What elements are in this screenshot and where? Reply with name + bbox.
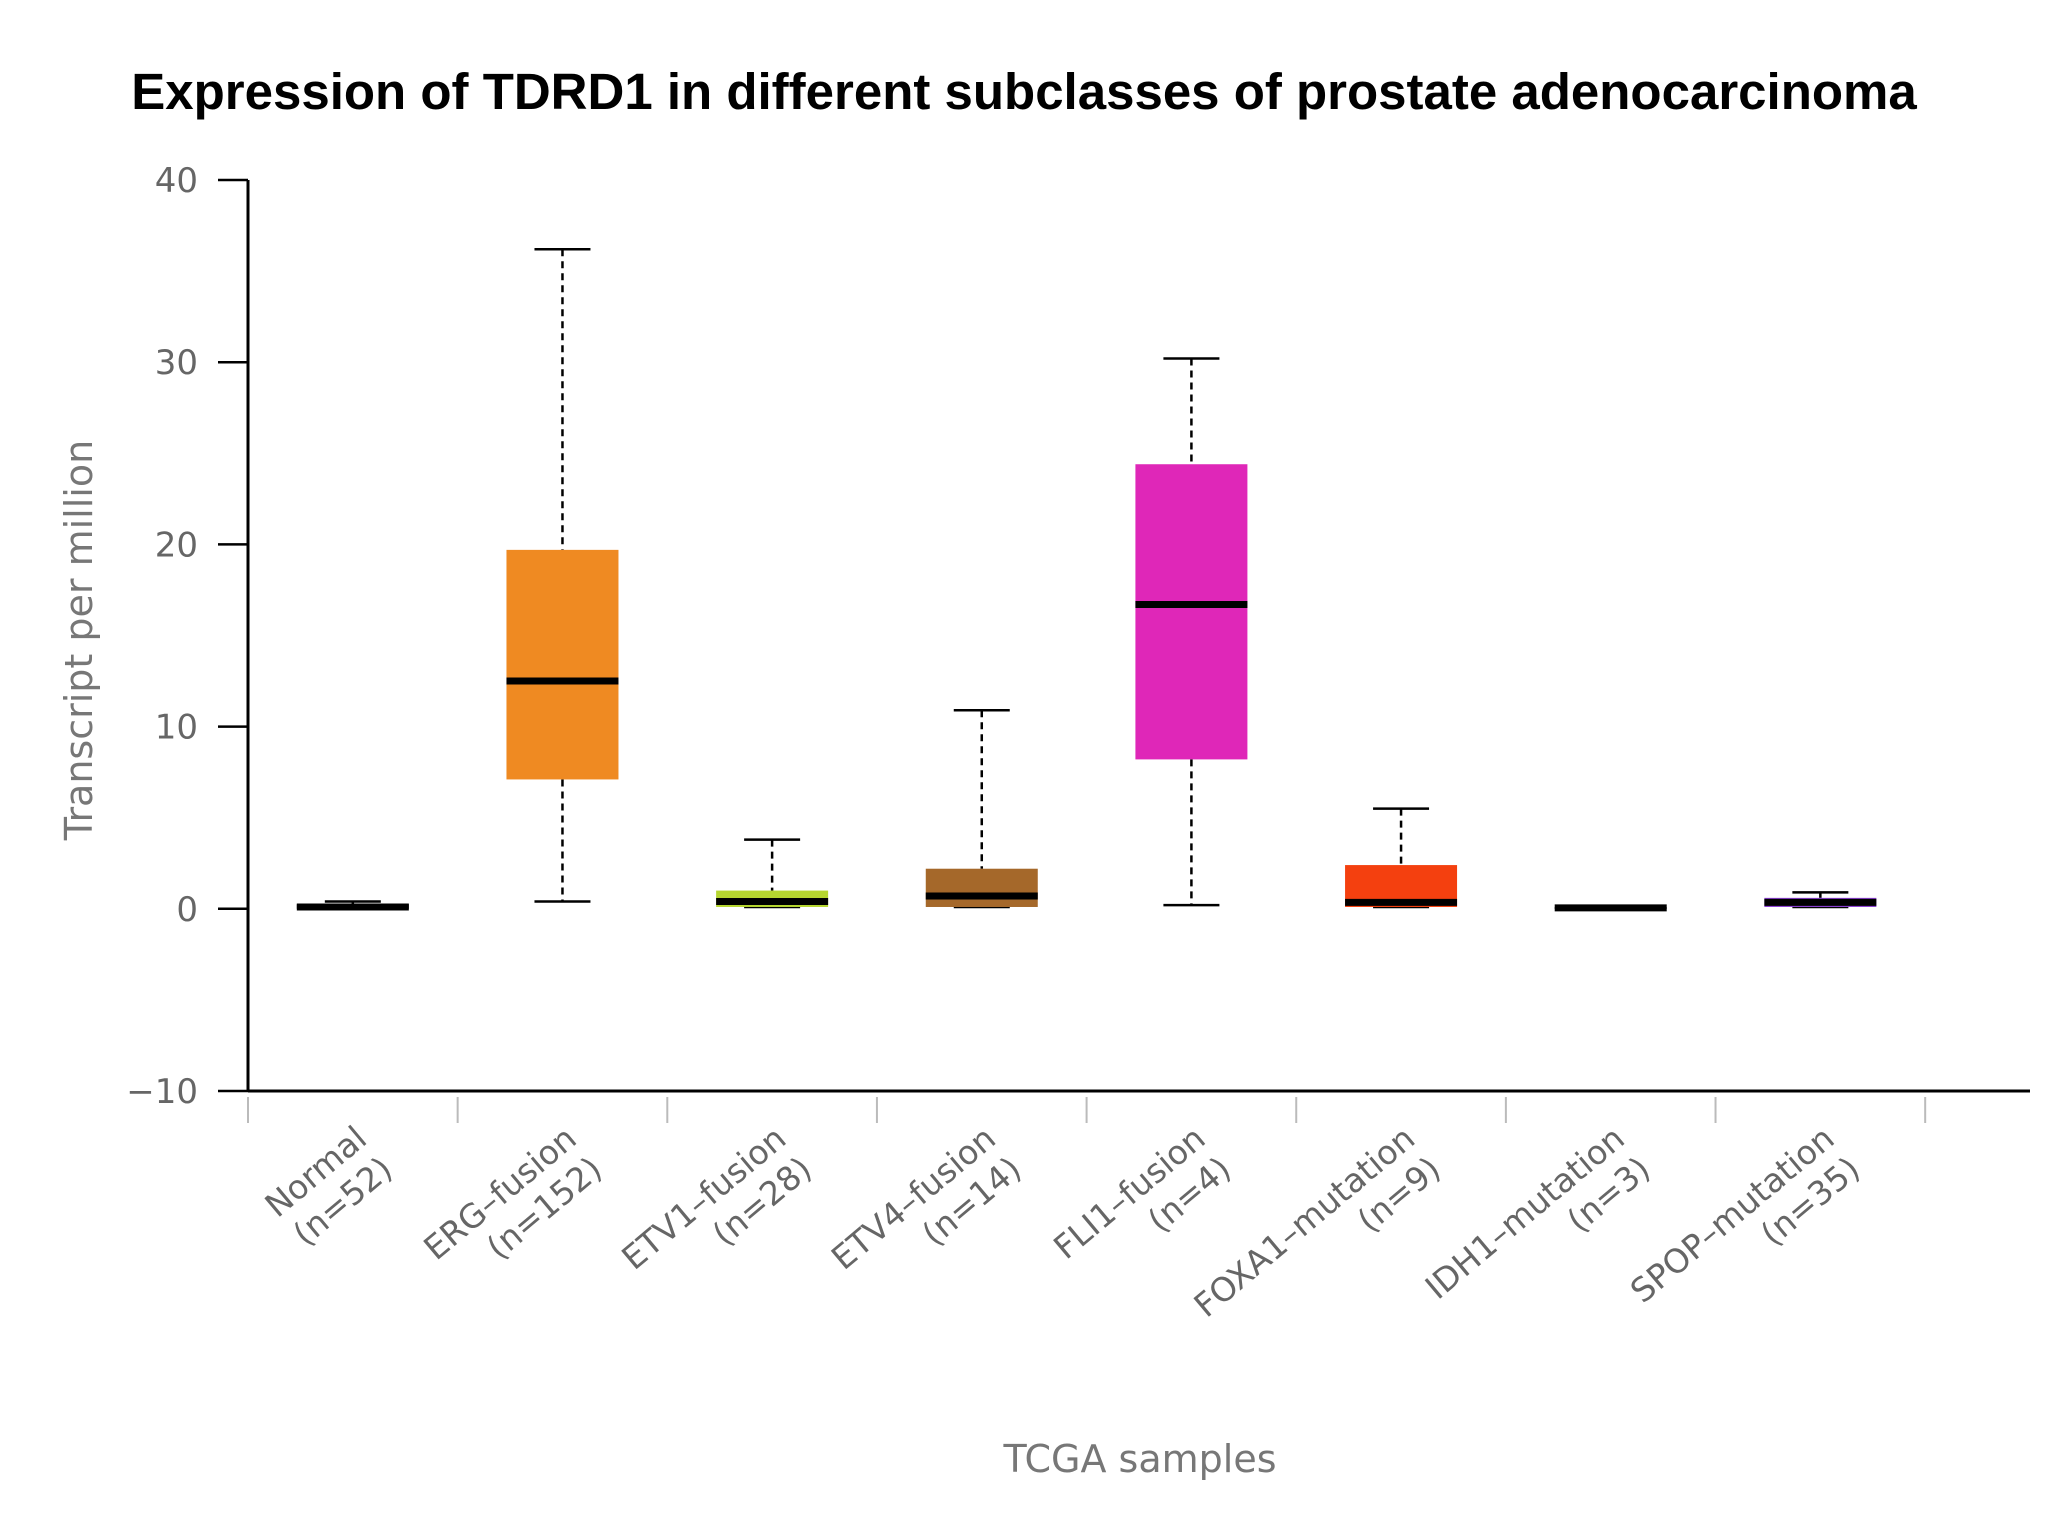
y-tick-label: 20: [155, 525, 198, 565]
box-2: [716, 838, 829, 909]
y-tick-label: 10: [155, 708, 198, 748]
category-label: FLI1–fusion(n=4): [1046, 1118, 1238, 1297]
box-body: [506, 549, 619, 780]
box-3: [925, 708, 1038, 909]
x-axis-title: TCGA samples: [1003, 1437, 1277, 1481]
y-axis-title: Transcript per million: [57, 440, 101, 841]
box-body: [1135, 464, 1248, 760]
box-5: [1345, 807, 1458, 909]
axes: −10 0 10 20 30 40: [126, 161, 2030, 1123]
category-label: ERG–fusion(n=152): [416, 1118, 609, 1298]
category-label: IDH1–mutation(n=3): [1418, 1118, 1658, 1337]
boxes: [296, 247, 1877, 912]
box-4: [1135, 357, 1248, 907]
box-7: [1764, 891, 1877, 909]
category-label: FOXA1–mutation(n=9): [1186, 1118, 1447, 1355]
box-body: [925, 868, 1038, 907]
y-tick-label: 30: [155, 343, 198, 383]
y-tick-label: 0: [176, 890, 198, 930]
category-label: SPOP–mutation(n=35): [1623, 1118, 1867, 1341]
category-label: ETV1–fusion(n=28): [614, 1118, 819, 1308]
chart-title: Expression of TDRD1 in different subclas…: [131, 63, 1917, 120]
y-tick-label: −10: [126, 1072, 198, 1112]
category-labels: Normal(n=52) ERG–fusion(n=152) ETV1–fusion…: [257, 1118, 1867, 1355]
y-tick-label: 40: [155, 161, 198, 201]
box-6: [1554, 904, 1667, 912]
box-1: [506, 247, 619, 903]
category-label: ETV4–fusion(n=14): [824, 1118, 1029, 1308]
category-label: Normal(n=52): [257, 1118, 399, 1255]
box-0: [296, 900, 409, 911]
